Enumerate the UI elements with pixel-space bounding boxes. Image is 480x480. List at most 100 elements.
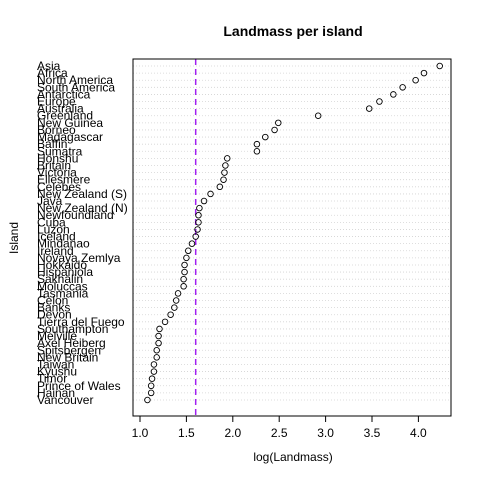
island-label: Spitsbergen <box>37 343 101 357</box>
data-point <box>420 69 428 77</box>
data-point <box>275 119 282 127</box>
island-label: New Zealand (N) <box>37 201 128 215</box>
data-point <box>180 275 187 283</box>
x-axis: 1.0 1.5 2.0 2.5 3.0 3.5 4.0 <box>132 415 427 440</box>
y-axis-title: Island <box>7 222 21 254</box>
data-point <box>181 261 188 269</box>
island-label: Hispaniola <box>37 265 93 279</box>
data-points <box>144 62 443 404</box>
data-point <box>144 396 151 404</box>
data-point <box>153 354 160 361</box>
island-label: Moluccas <box>37 279 88 293</box>
island-label: Vancouver <box>37 393 93 407</box>
island-label: Victoria <box>37 166 77 180</box>
data-point <box>222 162 229 169</box>
data-point <box>216 183 224 191</box>
island-label: Madagascar <box>37 130 103 144</box>
plot-frame <box>132 58 452 417</box>
data-point <box>194 226 201 233</box>
data-point <box>181 268 188 276</box>
island-label: Devon <box>37 308 72 322</box>
data-point <box>365 105 373 112</box>
data-point <box>221 169 228 176</box>
island-label: Ireland <box>37 244 74 258</box>
data-point <box>220 176 227 183</box>
data-point <box>167 311 174 318</box>
island-label: New Guinea <box>37 116 103 130</box>
island-label: North America <box>37 73 113 87</box>
island-label: Luzon <box>37 222 70 236</box>
island-label: Southampton <box>37 322 108 336</box>
data-point <box>155 339 162 347</box>
x-tick-label: 3.0 <box>317 426 334 440</box>
x-tick-label: 1.5 <box>178 426 195 440</box>
data-point <box>188 240 196 247</box>
island-label: New Britain <box>37 350 98 364</box>
data-point <box>150 368 158 375</box>
x-tick-label: 4.0 <box>410 426 427 440</box>
island-label: Mindanao <box>37 237 90 251</box>
data-point <box>153 347 160 354</box>
x-axis-title: log(Landmass) <box>253 450 332 464</box>
data-point <box>271 126 278 134</box>
island-label: Taiwan <box>37 357 74 371</box>
island-label: Celon <box>37 294 68 308</box>
island-label: Ellesmere <box>37 173 91 187</box>
data-point <box>314 112 322 119</box>
island-label: Newfoundland <box>37 208 114 222</box>
data-point <box>253 140 261 148</box>
data-point <box>180 283 187 290</box>
data-point <box>148 375 156 382</box>
data-point <box>207 190 214 198</box>
data-point <box>262 133 269 141</box>
data-point <box>192 233 199 240</box>
data-point <box>183 254 190 262</box>
data-point <box>399 84 406 91</box>
island-label: Java <box>37 194 63 208</box>
island-label: Hainan <box>37 386 75 400</box>
island-label: Australia <box>37 102 84 116</box>
data-point <box>195 211 202 219</box>
island-label: Melville <box>37 329 77 343</box>
data-point <box>171 304 178 311</box>
data-point <box>223 155 231 162</box>
data-point <box>155 332 162 340</box>
island-label: Tierra del Fuego <box>37 315 125 329</box>
data-point <box>390 91 397 98</box>
island-label: New Zealand (S) <box>37 187 127 201</box>
island-label: Greenland <box>37 109 93 123</box>
island-label: Cuba <box>37 215 66 229</box>
x-tick-label: 2.0 <box>224 426 241 440</box>
island-label: Kyushu <box>37 365 77 379</box>
island-label: Prince of Wales <box>37 379 121 393</box>
island-label: Hokkaido <box>37 258 87 272</box>
data-point <box>200 197 208 205</box>
data-point <box>156 325 163 333</box>
data-point <box>150 361 158 368</box>
data-point <box>147 382 155 390</box>
island-label: Banks <box>37 301 70 315</box>
island-label: Novaya Zemlya <box>37 251 121 265</box>
data-point <box>253 148 261 155</box>
data-point <box>185 247 192 255</box>
data-point <box>196 204 203 212</box>
island-label: Honshu <box>37 151 78 165</box>
x-tick-label: 2.5 <box>271 426 288 440</box>
island-label: Timor <box>37 372 67 386</box>
data-point <box>436 62 443 70</box>
island-label: Antarctica <box>37 87 91 101</box>
island-label: Iceland <box>37 230 76 244</box>
island-label: Tasmania <box>37 286 89 300</box>
data-point <box>172 297 180 304</box>
data-point <box>174 290 182 297</box>
data-point <box>412 76 419 84</box>
island-label: Europe <box>37 95 76 109</box>
island-label: Sumatra <box>37 144 83 158</box>
x-tick-label: 3.5 <box>364 426 381 440</box>
data-point <box>161 318 169 326</box>
island-label: Celebes <box>37 180 81 194</box>
data-point <box>376 98 383 105</box>
island-label: Britain <box>37 158 71 172</box>
